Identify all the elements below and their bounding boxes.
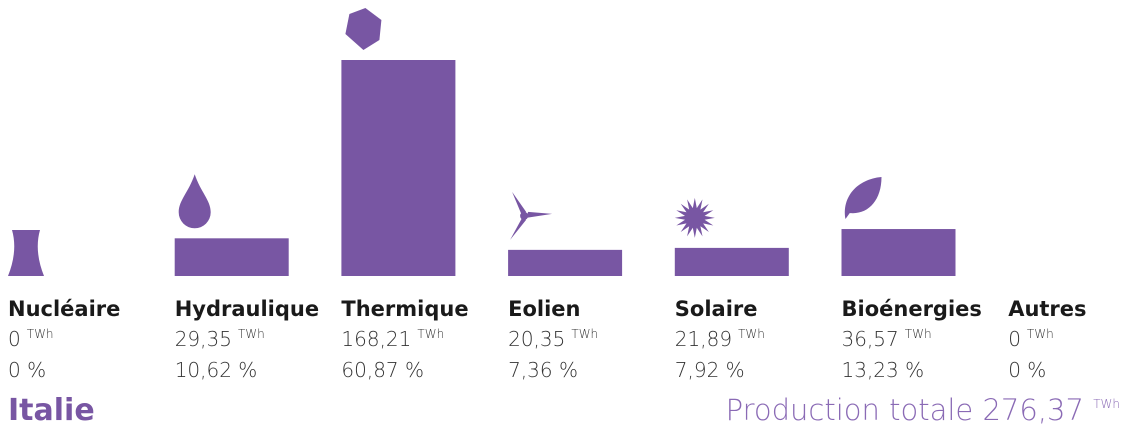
- value-unit: TWh: [417, 327, 444, 341]
- bar: [174, 238, 289, 276]
- value-unit: TWh: [1027, 327, 1054, 341]
- value-label: 36,57 TWh: [842, 327, 932, 351]
- value-number: 0: [1008, 327, 1021, 351]
- chart-title: Italie: [8, 393, 95, 428]
- category-label: Bioénergies: [842, 297, 982, 321]
- value-number: 0: [8, 327, 21, 351]
- icon-sun: [674, 197, 715, 238]
- percentage-label: 7,92 %: [675, 358, 745, 382]
- percentage-label: 7,36 %: [508, 358, 578, 382]
- total-line: Production totale 276,37 TWh: [726, 393, 1120, 427]
- icon-drop: [178, 174, 211, 229]
- bar: [674, 247, 789, 276]
- bar: [841, 229, 956, 276]
- value-label: 20,35 TWh: [508, 327, 598, 351]
- total-value: 276,37: [982, 393, 1083, 427]
- category-label: Autres: [1008, 297, 1086, 321]
- category-label: Thermique: [341, 297, 468, 321]
- value-unit: TWh: [238, 327, 265, 341]
- value-label: 0 TWh: [8, 327, 54, 351]
- percentage-label: 13,23 %: [842, 358, 925, 382]
- icon-coal: [345, 8, 382, 50]
- category-label: Eolien: [508, 297, 580, 321]
- value-unit: TWh: [571, 327, 598, 341]
- total-text: Production totale: [726, 393, 974, 427]
- icon-leaf: [844, 177, 882, 220]
- category-label: Nucléaire: [8, 297, 120, 321]
- value-number: 21,89: [675, 327, 732, 351]
- value-number: 36,57: [842, 327, 899, 351]
- value-label: 168,21 TWh: [341, 327, 444, 351]
- bar: [508, 249, 623, 276]
- value-number: 20,35: [508, 327, 565, 351]
- percentage-label: 0 %: [1008, 358, 1046, 382]
- value-label: 29,35 TWh: [175, 327, 265, 351]
- value-unit: TWh: [905, 327, 932, 341]
- percentage-label: 60,87 %: [341, 358, 424, 382]
- value-number: 168,21: [341, 327, 411, 351]
- category-label: Hydraulique: [175, 297, 319, 321]
- value-number: 29,35: [175, 327, 232, 351]
- icon-nuclear: [8, 230, 44, 276]
- value-label: 0 TWh: [1008, 327, 1054, 351]
- percentage-label: 0 %: [8, 358, 46, 382]
- value-unit: TWh: [27, 327, 54, 341]
- bar: [341, 60, 456, 276]
- icon-blades: [510, 191, 553, 240]
- percentage-label: 10,62 %: [175, 358, 258, 382]
- total-unit: TWh: [1093, 397, 1120, 411]
- value-label: 21,89 TWh: [675, 327, 765, 351]
- category-label: Solaire: [675, 297, 758, 321]
- value-unit: TWh: [738, 327, 765, 341]
